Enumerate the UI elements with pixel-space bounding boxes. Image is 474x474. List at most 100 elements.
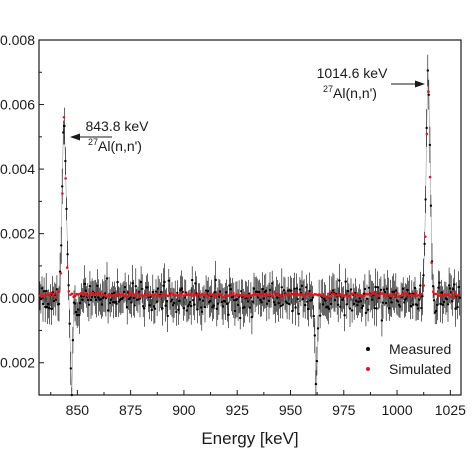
measured-point-26	[66, 253, 69, 256]
measured-point-334	[394, 289, 397, 292]
measured-point-108	[153, 307, 157, 310]
simulated-point-104	[205, 293, 208, 296]
simulated-point-97	[193, 293, 197, 296]
x-tick-label-875: 875	[119, 402, 143, 418]
peak-annotation-2-energy: 1014.6 keV	[317, 65, 388, 81]
peak-annotation-2-arrowhead	[415, 80, 425, 88]
measured-point-197	[248, 306, 251, 309]
measured-point-234	[288, 302, 291, 306]
measured-point-144	[192, 298, 195, 302]
measured-point-109	[154, 290, 158, 293]
measured-point-198	[249, 296, 253, 299]
simulated-point-90	[182, 294, 186, 298]
simulated-point-15	[62, 116, 66, 119]
measured-point-304	[362, 292, 365, 295]
measured-point-119	[165, 300, 168, 303]
measured-point-363	[425, 126, 428, 130]
measured-point-38	[79, 302, 82, 305]
measured-point-3	[41, 302, 45, 306]
measured-point-199	[250, 315, 254, 319]
measured-point-324	[383, 291, 387, 294]
measured-point-263	[318, 314, 322, 317]
measured-point-177	[227, 313, 230, 316]
measured-point-101	[146, 286, 149, 289]
simulated-point-61	[136, 292, 139, 295]
measured-point-226	[279, 304, 282, 308]
measured-point-297	[355, 299, 358, 302]
measured-point-118	[164, 304, 167, 307]
x-tick-label-975: 975	[332, 402, 356, 418]
measured-point-175	[225, 291, 228, 294]
measured-point-86	[130, 301, 133, 304]
measured-point-129	[176, 291, 179, 295]
measured-point-232	[285, 301, 289, 305]
simulated-point-140	[262, 294, 266, 298]
measured-point-66	[109, 301, 112, 305]
measured-point-106	[151, 290, 154, 294]
measured-point-123	[169, 300, 173, 303]
peak-annotation-1-arrowhead	[70, 133, 80, 141]
peak-annotation-1: 843.8 keV 27Al(n,n')	[70, 118, 149, 154]
simulated-point-256	[448, 293, 451, 297]
x-tick-label-950: 950	[279, 402, 303, 418]
measured-point-133	[180, 287, 183, 290]
peak-annotation-1-energy: 843.8 keV	[85, 118, 149, 134]
measured-point-165	[214, 278, 217, 282]
measured-point-142	[190, 304, 193, 308]
measured-point-40	[81, 298, 84, 302]
measured-point-221	[274, 303, 277, 306]
peak-annotation-1-reaction: 27Al(n,n')	[88, 137, 142, 154]
simulated-point-60	[134, 294, 138, 298]
peak-annotation-2-reaction-text: Al(n,n')	[333, 85, 377, 101]
measured-point-164	[213, 291, 216, 294]
measured-point-79	[122, 290, 126, 294]
simulated-point-241	[424, 235, 427, 238]
measured-point-20	[60, 244, 63, 247]
measured-point-241	[295, 287, 298, 290]
measured-point-374	[437, 286, 440, 289]
measured-point-209	[261, 287, 264, 291]
measured-point-393	[457, 285, 460, 289]
measured-point-125	[171, 304, 175, 307]
simulated-point-9	[53, 292, 56, 296]
measured-point-284	[341, 298, 344, 301]
simulated-point-26	[80, 292, 83, 295]
measured-point-344	[405, 297, 408, 300]
measured-point-178	[228, 284, 231, 287]
plot-area	[38, 39, 462, 397]
measured-point-387	[451, 300, 454, 303]
simulated-point-180	[326, 296, 330, 300]
simulated-point-147	[273, 291, 277, 294]
measured-point-362	[424, 198, 427, 201]
measured-point-143	[191, 278, 194, 282]
measured-point-9	[48, 307, 51, 310]
measured-point-243	[297, 312, 300, 315]
measured-point-357	[419, 284, 422, 287]
measured-point-69	[112, 301, 115, 304]
measured-point-210	[262, 297, 265, 300]
simulated-point-55	[126, 295, 130, 299]
measured-point-292	[349, 288, 353, 291]
measured-point-176	[226, 302, 229, 305]
y-tick-label-1: 0.000	[0, 290, 35, 306]
measured-point-140	[187, 303, 191, 306]
measured-point-389	[453, 283, 456, 286]
measured-point-13	[52, 299, 55, 303]
measured-point-305	[363, 287, 367, 291]
measured-point-249	[304, 303, 307, 307]
measured-point-54	[96, 284, 99, 287]
simulated-point-245	[430, 261, 434, 265]
measured-point-31	[71, 339, 75, 342]
x-tick-label-925: 925	[226, 402, 250, 418]
simulated-point-30	[86, 294, 90, 298]
measured-point-296	[354, 291, 357, 294]
simulated-point-181	[328, 292, 331, 295]
simulated-point-262	[457, 293, 461, 297]
measured-point-195	[246, 300, 249, 303]
measured-point-182	[232, 299, 235, 302]
measured-point-253	[308, 289, 311, 293]
measured-point-160	[209, 299, 212, 303]
measured-point-350	[411, 303, 414, 306]
measured-point-27	[67, 284, 70, 287]
measured-point-169	[218, 290, 222, 293]
